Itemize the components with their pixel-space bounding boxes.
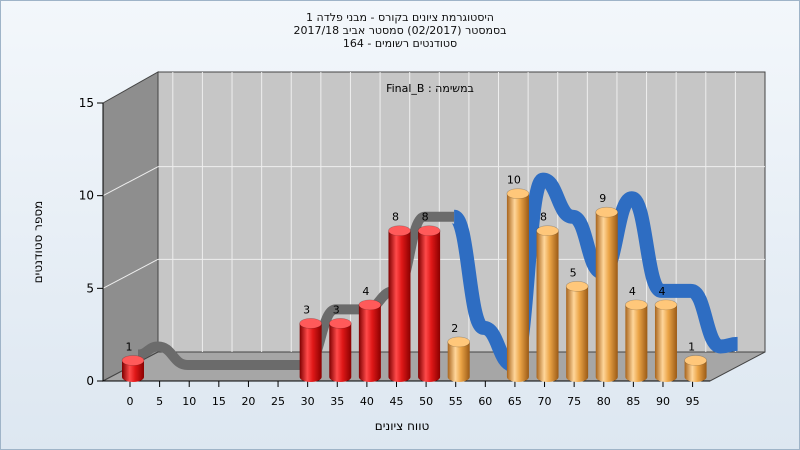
- x-tick-label: 95: [686, 395, 700, 408]
- bar-body: [418, 230, 441, 382]
- bar-value-label: 2: [451, 322, 458, 335]
- x-tick-label: 10: [182, 395, 196, 408]
- bar-cap: [536, 225, 559, 237]
- bar-value-label: 3: [303, 303, 310, 316]
- title-line-3: סטודנטים רשומים - 164: [342, 37, 458, 50]
- bar-body: [447, 341, 470, 382]
- x-tick-label: 75: [567, 395, 581, 408]
- bar-value-label: 8: [422, 211, 429, 224]
- bar: [595, 206, 619, 382]
- x-tick-label: 15: [212, 395, 226, 408]
- x-tick-label: 60: [478, 395, 492, 408]
- bar-cap: [121, 355, 145, 366]
- y-tick-label: 5: [86, 281, 94, 295]
- bar: [417, 225, 441, 382]
- title-line-2: בסמסטר (02/2017) סמסטר אביב 2017/18: [293, 24, 507, 37]
- x-tick-label: 50: [419, 395, 433, 408]
- x-tick-label: 55: [449, 395, 463, 408]
- ribbon-blue: [450, 172, 738, 372]
- grid-line-side: [102, 258, 159, 289]
- bar-body: [566, 286, 589, 382]
- bar-cap: [388, 225, 411, 237]
- y-tick-label: 15: [79, 96, 94, 110]
- x-tick-label: 25: [271, 395, 285, 408]
- bar-body: [329, 323, 352, 382]
- x-tick-label: 85: [626, 395, 640, 408]
- bar: [388, 225, 411, 382]
- bar-cap: [506, 188, 530, 199]
- bar: [328, 318, 352, 382]
- bars: [121, 188, 707, 382]
- bar-cap: [328, 318, 352, 329]
- bar-body: [299, 323, 322, 382]
- x-tick-label: 80: [597, 395, 611, 408]
- bar-cap: [595, 206, 619, 218]
- bar-cap: [417, 225, 441, 237]
- x-tick-label: 20: [241, 395, 255, 408]
- bar-cap: [358, 299, 382, 311]
- x-tick-label: 5: [156, 395, 163, 408]
- bar: [536, 225, 559, 382]
- bar-body: [122, 360, 144, 382]
- y-tick-label: 10: [79, 189, 94, 203]
- bar: [565, 281, 589, 382]
- bar-body: [358, 304, 381, 382]
- side-wall: [102, 71, 159, 382]
- bar: [121, 355, 145, 382]
- title-line-1: היסטוגרמת ציונים בקורס - מבני פלדה 1: [306, 11, 494, 24]
- bar-value-label: 1: [688, 340, 695, 353]
- y-tick-label: 0: [86, 374, 94, 388]
- x-tick-label: 40: [360, 395, 374, 408]
- y-axis-title: מספר סטודנטים: [31, 201, 45, 284]
- bar-value-label: 8: [540, 211, 547, 224]
- bar: [654, 299, 678, 382]
- bar-value-label: 10: [507, 174, 521, 187]
- bar-value-label: 9: [599, 192, 606, 205]
- bar: [625, 299, 648, 382]
- bar-body: [684, 360, 707, 382]
- x-tick-label: 0: [127, 395, 134, 408]
- bar-cap: [447, 336, 471, 348]
- bar-body: [536, 230, 559, 382]
- bar-value-label: 3: [333, 303, 340, 316]
- x-tick-label: 30: [301, 395, 315, 408]
- grid-line-side: [102, 166, 159, 197]
- chart-title: היסטוגרמת ציונים בקורס - מבני פלדה 1 בסמ…: [0, 11, 800, 50]
- bar-cap: [625, 299, 648, 311]
- bar-body: [506, 193, 529, 382]
- bar: [299, 318, 322, 382]
- x-tick-label: 45: [389, 395, 403, 408]
- bar: [358, 299, 382, 382]
- bar-cap: [565, 281, 589, 292]
- bar-cap: [684, 355, 707, 366]
- bar-value-label: 1: [126, 340, 133, 353]
- task-label: במשימה : Final_B: [386, 82, 474, 95]
- bar-value-label: 4: [629, 285, 636, 298]
- bar: [506, 188, 530, 382]
- grid-lines: [102, 72, 765, 352]
- bar: [684, 355, 707, 382]
- x-tick-label: 35: [330, 395, 344, 408]
- x-axis-title: טווח ציונים: [375, 419, 430, 433]
- x-tick-label: 70: [538, 395, 552, 408]
- bar-cap: [299, 318, 322, 329]
- bar-value-label: 5: [570, 266, 577, 279]
- x-tick-label: 65: [508, 395, 522, 408]
- bar-value-label: 4: [658, 285, 665, 298]
- bar-value-label: 8: [392, 211, 399, 224]
- bar-body: [388, 230, 411, 382]
- bar-value-labels: 1 3 3 4 8 8 2 10 8 5 9 4 4 1: [126, 174, 696, 354]
- bar-body: [625, 304, 648, 382]
- bar: [447, 336, 471, 382]
- bar-body: [654, 304, 677, 382]
- bar-value-label: 4: [362, 285, 369, 298]
- x-tick-label: 90: [656, 395, 670, 408]
- bar-cap: [654, 299, 678, 311]
- bar-body: [595, 212, 618, 382]
